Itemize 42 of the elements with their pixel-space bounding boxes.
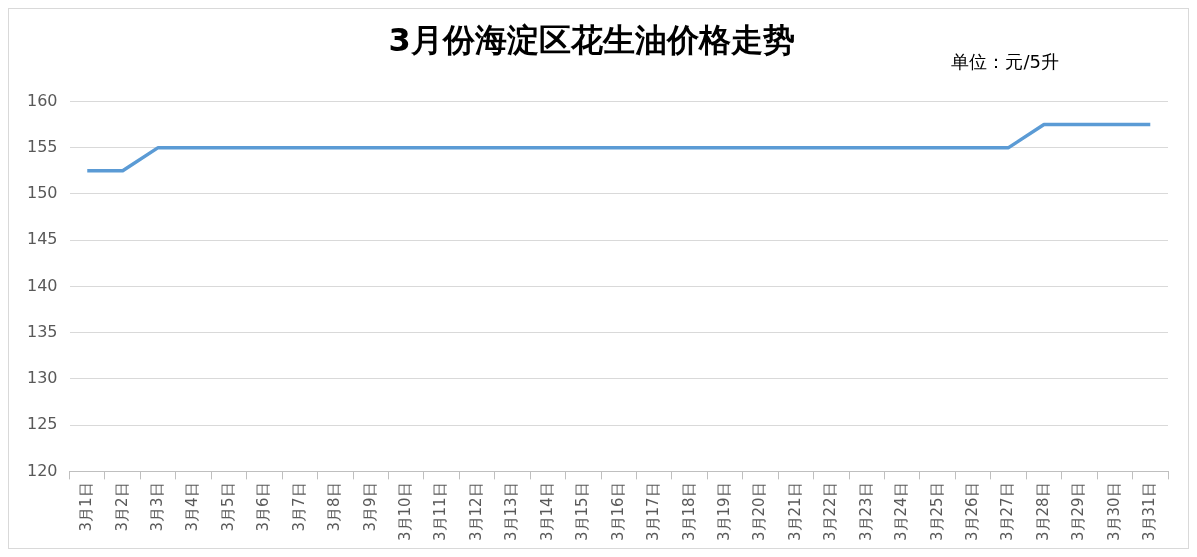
y-tick-label: 150 (26, 183, 58, 203)
y-tick-label: 120 (26, 460, 58, 480)
x-tick-label: 3月3日 (148, 482, 167, 532)
x-tick-label: 3月22日 (821, 482, 840, 542)
x-tick-label: 3月12日 (466, 482, 485, 542)
x-tick-label: 3月10日 (396, 482, 415, 542)
y-tick-label: 125 (26, 414, 58, 434)
x-tick-label: 3月25日 (927, 482, 946, 542)
y-tick-label: 140 (26, 275, 58, 295)
x-tick-label: 3月8日 (325, 482, 344, 532)
x-tick-label: 3月6日 (254, 482, 273, 532)
x-tick-label: 3月30日 (1104, 482, 1123, 542)
x-tick-label: 3月31日 (1140, 482, 1159, 542)
x-tick-label: 3月28日 (1033, 482, 1052, 542)
x-tick-label: 3月1日 (77, 482, 96, 532)
x-tick-label: 3月2日 (112, 482, 131, 532)
x-tick-label: 3月21日 (785, 482, 804, 542)
y-tick-label: 135 (26, 321, 58, 341)
x-tick-label: 3月11日 (431, 482, 450, 542)
chart-title: 3月份海淀区花生油价格走势 (388, 20, 795, 59)
x-tick-label: 3月13日 (502, 482, 521, 542)
y-tick-label: 160 (26, 90, 58, 110)
x-tick-label: 3月24日 (892, 482, 911, 542)
x-tick-label: 3月16日 (608, 482, 627, 542)
x-tick-label: 3月27日 (998, 482, 1017, 542)
x-tick-label: 3月29日 (1069, 482, 1088, 542)
y-tick-label: 130 (26, 368, 58, 388)
x-tick-label: 3月15日 (573, 482, 592, 542)
x-tick-label: 3月5日 (218, 482, 237, 532)
x-tick-label: 3月7日 (289, 482, 308, 532)
x-tick-label: 3月14日 (537, 482, 556, 542)
x-tick-label: 3月26日 (963, 482, 981, 542)
x-tick-label: 3月9日 (360, 482, 379, 532)
x-tick-label: 3月20日 (750, 482, 769, 542)
x-tick-label: 3月18日 (679, 482, 698, 542)
x-tick-label: 3月4日 (183, 482, 202, 532)
text: 单位：元/5升 (951, 50, 1059, 72)
y-tick-label: 155 (26, 136, 58, 156)
x-tick-label: 3月17日 (644, 482, 663, 542)
y-tick-label: 145 (26, 229, 58, 249)
x-tick-label: 3月23日 (856, 482, 875, 542)
x-tick-label: 3月19日 (714, 482, 733, 542)
